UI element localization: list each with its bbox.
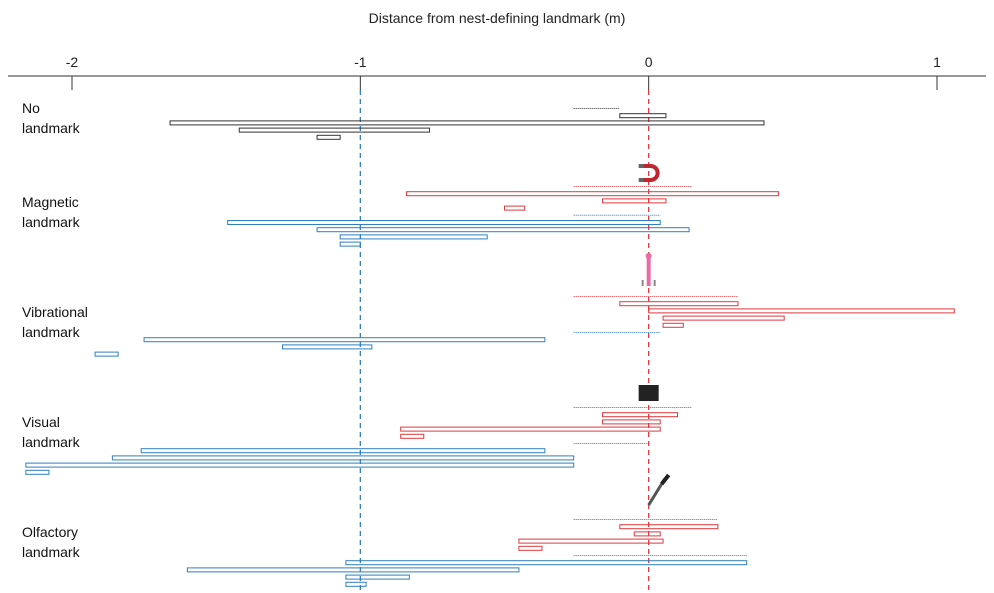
interval-bar	[345, 560, 748, 566]
interval-bar	[140, 448, 546, 454]
interval-bar	[518, 538, 664, 544]
interval-bar	[619, 301, 739, 307]
x-tick-label: 1	[933, 54, 941, 70]
interval-bar	[94, 351, 119, 357]
group-label: No landmark	[22, 100, 80, 136]
interval-bar	[339, 241, 361, 247]
interval-bar	[648, 308, 955, 314]
group-label: Vibrational landmark	[22, 304, 88, 340]
interval-bar	[227, 220, 661, 225]
interval-bar	[400, 433, 425, 439]
interval-bar	[111, 455, 575, 461]
vibration-icon	[641, 253, 656, 286]
interval-bar	[662, 322, 684, 328]
x-tick-label: -1	[354, 54, 367, 70]
interval-bar	[619, 524, 719, 530]
interval-bar	[25, 469, 50, 475]
interval-bar	[186, 567, 520, 573]
interval-bar	[238, 127, 431, 133]
interval-bar	[633, 531, 661, 537]
interval-bar	[25, 462, 575, 468]
x-tick-label: 0	[645, 54, 653, 70]
interval-bar	[619, 113, 667, 119]
square-icon	[638, 385, 659, 401]
x-tick-label: -2	[66, 54, 79, 70]
interval-bar	[504, 205, 526, 211]
interval-bar	[345, 581, 367, 587]
interval-bar	[339, 234, 488, 240]
interval-bar	[405, 191, 779, 197]
pipette-icon	[647, 473, 671, 506]
interval-bar	[169, 120, 765, 126]
interval-bar	[345, 574, 410, 580]
group-label: Visual landmark	[22, 414, 80, 450]
x-axis-title: Distance from nest-defining landmark (m)	[368, 10, 626, 26]
interval-bar	[281, 344, 373, 350]
interval-bar	[143, 337, 546, 343]
interval-bar	[602, 198, 667, 204]
group-label: Magnetic landmark	[22, 194, 80, 230]
interval-bar	[400, 426, 661, 432]
interval-bar	[518, 545, 543, 551]
interval-bar	[316, 227, 690, 233]
interval-bar	[316, 134, 341, 140]
interval-bar	[602, 412, 678, 418]
interval-bar	[602, 419, 661, 425]
group-label: Olfactory landmark	[22, 524, 80, 560]
magnet-icon	[638, 164, 660, 182]
interval-bar	[662, 315, 785, 321]
